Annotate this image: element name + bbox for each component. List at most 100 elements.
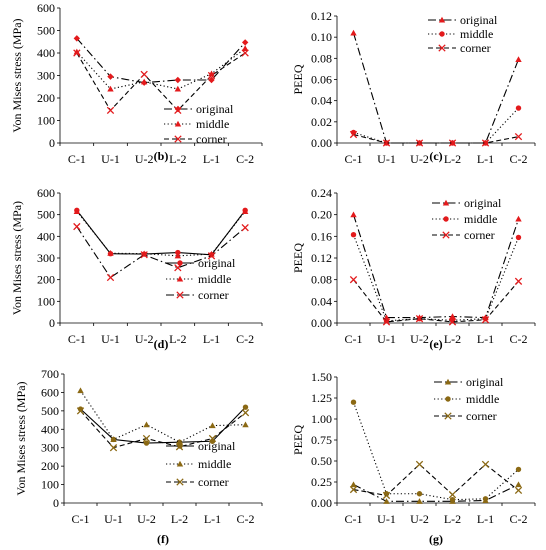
- data-point-middle: [241, 45, 249, 52]
- data-point-corner: [349, 276, 358, 284]
- data-point-corner: [140, 251, 148, 259]
- legend-entry-corner: corner: [466, 409, 497, 423]
- y-tick-label: 500: [37, 208, 55, 222]
- legend-swatch-marker: [445, 396, 451, 402]
- x-tick-label: L-2: [169, 152, 186, 166]
- y-tick-label: 0: [53, 496, 59, 510]
- series-line-corner: [353, 463, 519, 497]
- data-point-corner: [208, 434, 217, 443]
- y-tick-label: 400: [37, 229, 55, 243]
- y-axis-title: Von Mises stress (MPa): [10, 18, 24, 132]
- x-tick-label: L-2: [169, 332, 186, 346]
- y-tick-label: 0.16: [311, 229, 332, 243]
- series-line-corner: [76, 226, 246, 279]
- data-point-middle: [110, 436, 117, 442]
- series-line-middle: [76, 48, 246, 90]
- y-tick-label: 200: [37, 91, 55, 105]
- x-tick-label: U-1: [377, 332, 396, 346]
- x-tick-label: U-2: [135, 152, 154, 166]
- x-tick-label: U-1: [377, 512, 396, 526]
- x-tick-label: U-2: [410, 152, 429, 166]
- series-line-original: [353, 484, 519, 502]
- legend-entry-corner: corner: [460, 41, 491, 55]
- data-point-corner: [140, 70, 148, 79]
- data-point-middle: [482, 315, 489, 322]
- x-tick-label: C-2: [510, 512, 528, 526]
- data-point-original: [241, 39, 249, 46]
- data-point-original: [208, 76, 215, 84]
- series-line-corner: [80, 410, 246, 449]
- data-point-original: [350, 481, 357, 488]
- data-point-corner: [481, 316, 490, 324]
- x-tick-label: C-1: [345, 512, 363, 526]
- y-tick-label: 200: [37, 273, 55, 287]
- legend-swatch-marker: [177, 443, 183, 449]
- data-point-corner: [448, 318, 457, 326]
- y-tick-label: 0.08: [311, 273, 332, 287]
- y-tick-label: 0.25: [311, 475, 332, 489]
- legend-swatch-marker: [174, 105, 182, 113]
- y-tick-label: 0.08: [311, 51, 332, 65]
- data-point-corner: [241, 49, 249, 57]
- data-point-corner: [73, 49, 81, 57]
- panel-caption: (g): [429, 532, 443, 546]
- data-point-corner: [109, 444, 118, 452]
- data-point-corner: [448, 139, 457, 147]
- data-point-corner: [207, 71, 216, 80]
- data-point-original: [175, 249, 181, 256]
- panel-caption: (d): [154, 337, 169, 351]
- legend-swatch-marker: [439, 31, 445, 37]
- y-tick-label: 100: [37, 114, 55, 128]
- y-tick-label: 0.00: [311, 316, 332, 330]
- series-line-original: [76, 38, 246, 84]
- data-point-middle: [350, 232, 357, 238]
- data-point-corner: [241, 224, 249, 232]
- y-tick-label: 0.50: [311, 454, 332, 468]
- series-line-middle: [76, 211, 246, 257]
- y-tick-label: 400: [37, 46, 55, 60]
- y-tick-label: 500: [37, 24, 55, 38]
- series-line-middle: [352, 234, 520, 322]
- x-tick-label: C-1: [68, 152, 86, 166]
- data-point-corner: [207, 252, 216, 260]
- y-axis-title: PEEQ: [291, 243, 305, 273]
- data-point-middle: [140, 250, 148, 257]
- x-tick-label: U-2: [137, 512, 156, 526]
- x-tick-label: L-2: [444, 332, 461, 346]
- series-line-corner: [76, 52, 246, 112]
- data-point-corner: [382, 318, 391, 326]
- legend-entry-middle: middle: [196, 117, 229, 131]
- data-point-corner: [481, 139, 490, 147]
- legend-entry-original: original: [464, 196, 502, 210]
- data-point-corner: [448, 490, 457, 499]
- y-tick-label: 600: [41, 385, 59, 399]
- data-point-middle: [143, 421, 150, 428]
- data-point-corner: [241, 409, 250, 417]
- series-line-original: [352, 214, 520, 319]
- legend-entry-original: original: [198, 439, 236, 453]
- panel-caption: (f): [157, 532, 169, 546]
- data-point-original: [350, 29, 357, 36]
- data-point-original: [416, 498, 423, 504]
- legend-entry-corner: corner: [198, 288, 229, 302]
- y-tick-label: 300: [37, 69, 55, 83]
- legend-entry-corner: corner: [196, 132, 227, 146]
- y-tick-label: 0.20: [311, 208, 332, 222]
- legend-swatch-marker: [177, 260, 183, 266]
- x-tick-label: U-1: [101, 152, 120, 166]
- data-point-original: [515, 56, 522, 62]
- y-tick-label: 300: [37, 251, 55, 265]
- legend-swatch-marker: [176, 275, 184, 282]
- series-line-middle: [353, 107, 519, 144]
- legend-swatch-marker: [174, 120, 182, 127]
- legend-entry-middle: middle: [466, 392, 499, 406]
- legend-entry-corner: corner: [464, 228, 495, 242]
- chart-panel-5: 0.00 0.25 0.50 0.75 1.00 1.25 1.50 C-1 U-1 U-2 L-2…: [291, 370, 536, 546]
- data-point-corner: [481, 460, 490, 469]
- y-tick-label: 0.12: [311, 9, 332, 23]
- chart-panel-0: 0 100 200 300 400 500 600 C-1 U-1 U-2 L-2 L-1 C-2 Von…: [10, 1, 263, 166]
- data-point-original: [143, 440, 150, 446]
- data-point-corner: [415, 460, 424, 469]
- data-point-middle: [208, 70, 215, 77]
- legend-swatch-marker: [176, 291, 184, 299]
